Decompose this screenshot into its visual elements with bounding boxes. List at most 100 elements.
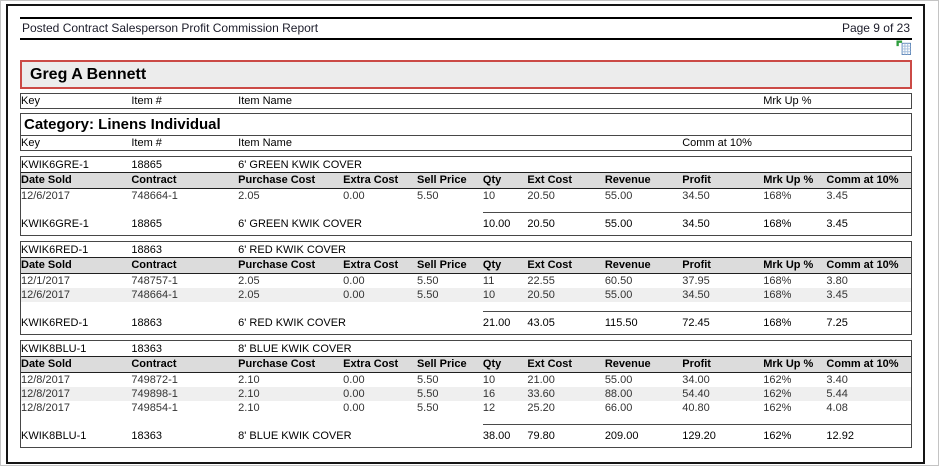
total-mrk-up: 162% [763, 424, 827, 444]
cell-ext-cost: 20.50 [527, 288, 605, 302]
total-qty: 38.00 [482, 424, 528, 444]
item-number: 18863 [131, 244, 162, 256]
item-total-row: KWIK8BLU-1 18363 8' BLUE KWIK COVER 38.0… [21, 424, 911, 444]
cell-comm: 3.80 [826, 275, 848, 287]
cell-mrk-up: 162% [763, 402, 792, 414]
cell-mrk-up: 162% [763, 387, 827, 401]
col-qty: Qty [482, 356, 528, 373]
detail-row: 12/6/2017 748664-1 2.05 0.00 5.50 10 20.… [21, 288, 911, 302]
cell-date-sold: 12/8/2017 [21, 387, 132, 401]
col-date-sold: Date Sold [21, 172, 132, 189]
col-revenue: Revenue [604, 356, 683, 373]
cell-purchase-cost: 2.05 [238, 190, 260, 202]
cell-revenue: 55.00 [604, 288, 683, 302]
cell-ext-cost: 25.20 [527, 402, 555, 414]
cell-sell-price: 5.50 [417, 190, 439, 202]
report-header-band: Posted Contract Salesperson Profit Commi… [20, 19, 912, 38]
cell-revenue: 66.00 [604, 402, 633, 414]
col-date-sold: Date Sold [21, 356, 132, 373]
cell-qty: 10 [482, 190, 496, 202]
col-sell-price: Sell Price [417, 172, 483, 189]
cell-contract: 748757-1 [131, 275, 178, 287]
category-section-header: Category: Linens Individual Key Item # I… [20, 113, 912, 151]
cell-ext-cost: 22.55 [527, 275, 555, 287]
col-revenue: Revenue [604, 257, 683, 274]
col-extra-cost: Extra Cost [343, 257, 418, 274]
key-header-row: Key Item # Item Name Mrk Up % [21, 94, 911, 108]
col-mrk-up: Mrk Up % [763, 257, 827, 274]
col-extra-cost: Extra Cost [343, 172, 418, 189]
cell-extra-cost: 0.00 [343, 288, 418, 302]
detail-column-header-row: Date Sold Contract Purchase Cost Extra C… [21, 172, 911, 189]
detail-row: 12/8/2017 749854-1 2.10 0.00 5.50 12 25.… [21, 401, 911, 415]
cell-extra-cost: 0.00 [343, 402, 365, 414]
item-group-kwik8blu: KWIK8BLU-1 18363 8' BLUE KWIK COVER Date… [20, 340, 912, 448]
cell-comm: 3.45 [826, 190, 848, 202]
cell-ext-cost: 20.50 [527, 190, 555, 202]
cell-contract: 748664-1 [131, 190, 178, 202]
item-number: 18865 [131, 159, 162, 171]
cell-sell-price: 5.50 [417, 387, 483, 401]
cell-purchase-cost: 2.05 [238, 288, 344, 302]
total-item-number: 18363 [131, 429, 162, 442]
cell-extra-cost: 0.00 [343, 387, 418, 401]
excel-export-icon[interactable] [896, 39, 911, 60]
cell-date-sold: 12/6/2017 [21, 288, 132, 302]
col-purchase-cost: Purchase Cost [238, 172, 344, 189]
cell-contract: 749898-1 [131, 387, 239, 401]
col-comm: Comm at 10% [826, 356, 911, 373]
item-group-kwik6red: KWIK6RED-1 18863 6' RED KWIK COVER Date … [20, 241, 912, 335]
cell-purchase-cost: 2.10 [238, 374, 260, 386]
category-title: Category: Linens Individual [24, 116, 221, 133]
col-sell-price: Sell Price [417, 356, 483, 373]
total-mrk-up: 168% [763, 212, 827, 232]
col-contract: Contract [131, 356, 239, 373]
total-key: KWIK8BLU-1 [21, 429, 87, 442]
item-name: 6' RED KWIK COVER [238, 244, 346, 256]
total-profit: 129.20 [682, 424, 764, 444]
cell-qty: 10 [482, 374, 496, 386]
total-item-number: 18863 [131, 316, 162, 329]
total-ext-cost: 79.80 [527, 424, 605, 444]
cell-mrk-up: 162% [763, 374, 792, 386]
cell-purchase-cost: 2.10 [238, 387, 344, 401]
cell-profit: 34.00 [682, 374, 710, 386]
total-mrk-up: 168% [763, 311, 827, 331]
col-extra-cost: Extra Cost [343, 356, 418, 373]
cell-extra-cost: 0.00 [343, 275, 365, 287]
page-number: Page 9 of 23 [841, 21, 910, 35]
item-header-row: KWIK8BLU-1 18363 8' BLUE KWIK COVER [21, 342, 911, 357]
item-header-row: KWIK6GRE-1 18865 6' GREEN KWIK COVER [21, 158, 911, 173]
detail-row: 12/8/2017 749898-1 2.10 0.00 5.50 16 33.… [21, 387, 911, 401]
cell-contract: 749872-1 [131, 374, 178, 386]
col-sell-price: Sell Price [417, 257, 483, 274]
col-profit: Profit [682, 172, 764, 189]
top-rule [20, 17, 912, 19]
col-ext-cost: Ext Cost [527, 257, 605, 274]
cell-mrk-up: 168% [763, 190, 792, 202]
spacer-row [21, 203, 911, 213]
total-profit: 72.45 [682, 311, 764, 331]
col-qty: Qty [482, 257, 528, 274]
cell-sell-price: 5.50 [417, 374, 439, 386]
detail-column-header-row: Date Sold Contract Purchase Cost Extra C… [21, 356, 911, 373]
total-comm: 3.45 [826, 212, 911, 232]
col-profit: Profit [682, 257, 764, 274]
report-title: Posted Contract Salesperson Profit Commi… [22, 21, 319, 35]
col-key: Key [21, 137, 40, 149]
cell-qty: 11 [482, 275, 495, 287]
col-revenue: Revenue [604, 172, 683, 189]
cell-date-sold: 12/8/2017 [21, 374, 70, 386]
col-date-sold: Date Sold [21, 257, 132, 274]
cell-profit: 34.50 [682, 288, 764, 302]
cell-extra-cost: 0.00 [343, 190, 365, 202]
item-name: 6' GREEN KWIK COVER [238, 159, 362, 171]
salesperson-band: Greg A Bennett [20, 60, 912, 89]
total-revenue: 55.00 [604, 212, 683, 232]
item-group-kwik6gre: KWIK6GRE-1 18865 6' GREEN KWIK COVER Dat… [20, 156, 912, 236]
cell-revenue: 55.00 [604, 190, 633, 202]
total-comm: 12.92 [826, 424, 911, 444]
header-bottom-rule [20, 38, 912, 40]
cell-profit: 34.50 [682, 190, 710, 202]
